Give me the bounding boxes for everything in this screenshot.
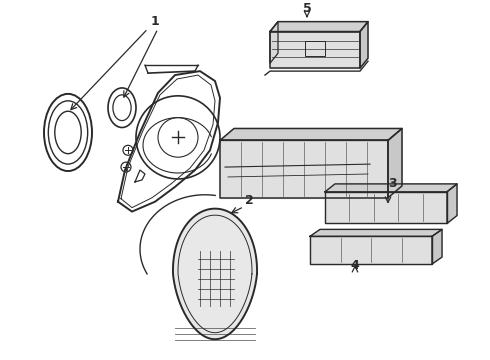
Polygon shape [432, 229, 442, 264]
Polygon shape [447, 184, 457, 224]
Polygon shape [310, 236, 432, 264]
Polygon shape [388, 129, 402, 198]
Polygon shape [220, 140, 388, 198]
Polygon shape [220, 129, 402, 140]
Text: 3: 3 [388, 177, 396, 190]
Text: 4: 4 [351, 259, 359, 272]
Polygon shape [270, 22, 368, 32]
Text: 5: 5 [303, 2, 311, 15]
Text: 2: 2 [245, 194, 254, 207]
Polygon shape [310, 229, 442, 236]
Polygon shape [325, 184, 457, 192]
Bar [305, 41, 325, 56]
Polygon shape [270, 32, 360, 68]
Text: 1: 1 [150, 15, 159, 28]
Polygon shape [360, 22, 368, 68]
Polygon shape [173, 209, 257, 339]
Polygon shape [325, 192, 447, 224]
Polygon shape [270, 22, 278, 63]
